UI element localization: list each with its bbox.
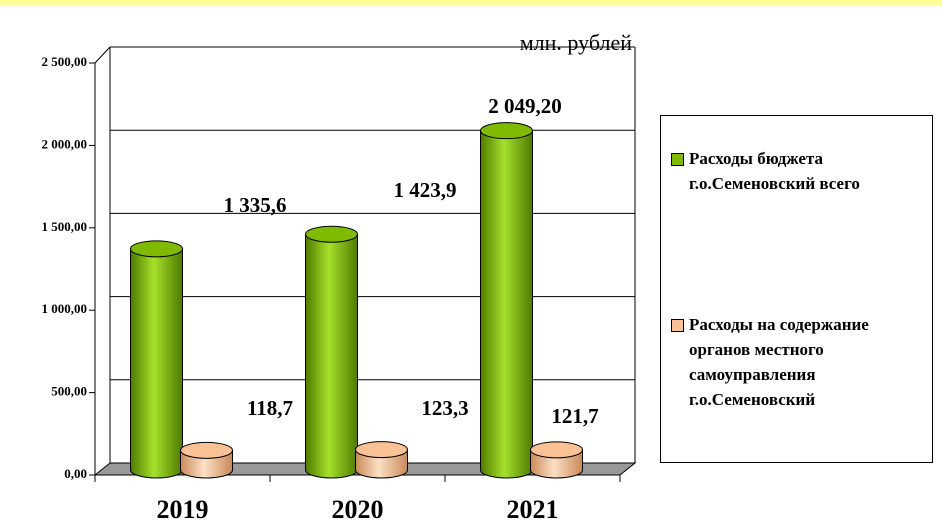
x-tick-label: 2020 <box>332 495 384 524</box>
cylinder-body <box>305 233 358 479</box>
cylinder-body <box>130 248 183 479</box>
top-strip <box>0 0 942 5</box>
legend-entry: Расходы на содержание органов местного с… <box>671 312 929 412</box>
axis-edge <box>94 46 111 64</box>
legend-label: Расходы на содержание органов местного с… <box>689 315 869 409</box>
cylinder-top <box>530 441 583 459</box>
value-label: 2 049,20 <box>488 94 562 118</box>
cylinder-top <box>130 240 183 258</box>
y-tick-label: 1 000,00 <box>42 301 88 316</box>
value-label: 118,7 <box>247 396 293 420</box>
y-tick-label: 2 000,00 <box>42 136 88 151</box>
value-label: 1 423,9 <box>394 178 457 202</box>
cylinder-top <box>480 122 533 140</box>
y-tick-label: 2 500,00 <box>42 54 88 69</box>
cylinder-body <box>480 130 533 479</box>
legend-label: Расходы бюджета г.о.Семеновский всего <box>689 149 860 193</box>
x-tick-label: 2021 <box>507 495 559 524</box>
legend-entry: Расходы бюджета г.о.Семеновский всего <box>671 146 929 196</box>
legend-swatch <box>671 319 684 332</box>
x-tick-label: 2019 <box>157 495 209 524</box>
y-tick-label: 0,00 <box>64 466 87 481</box>
unit-label: млн. рублей <box>520 30 632 55</box>
value-label: 1 335,6 <box>224 193 287 217</box>
legend: Расходы бюджета г.о.Семеновский всего Рас… <box>660 115 933 463</box>
y-tick-label: 500,00 <box>51 384 87 399</box>
cylinder-top <box>355 441 408 459</box>
value-label: 123,3 <box>421 396 468 420</box>
cylinder-top <box>305 225 358 243</box>
legend-swatch <box>671 153 684 166</box>
value-label: 121,7 <box>551 404 598 428</box>
cylinder-top <box>180 441 233 459</box>
y-tick-label: 1 500,00 <box>42 219 88 234</box>
